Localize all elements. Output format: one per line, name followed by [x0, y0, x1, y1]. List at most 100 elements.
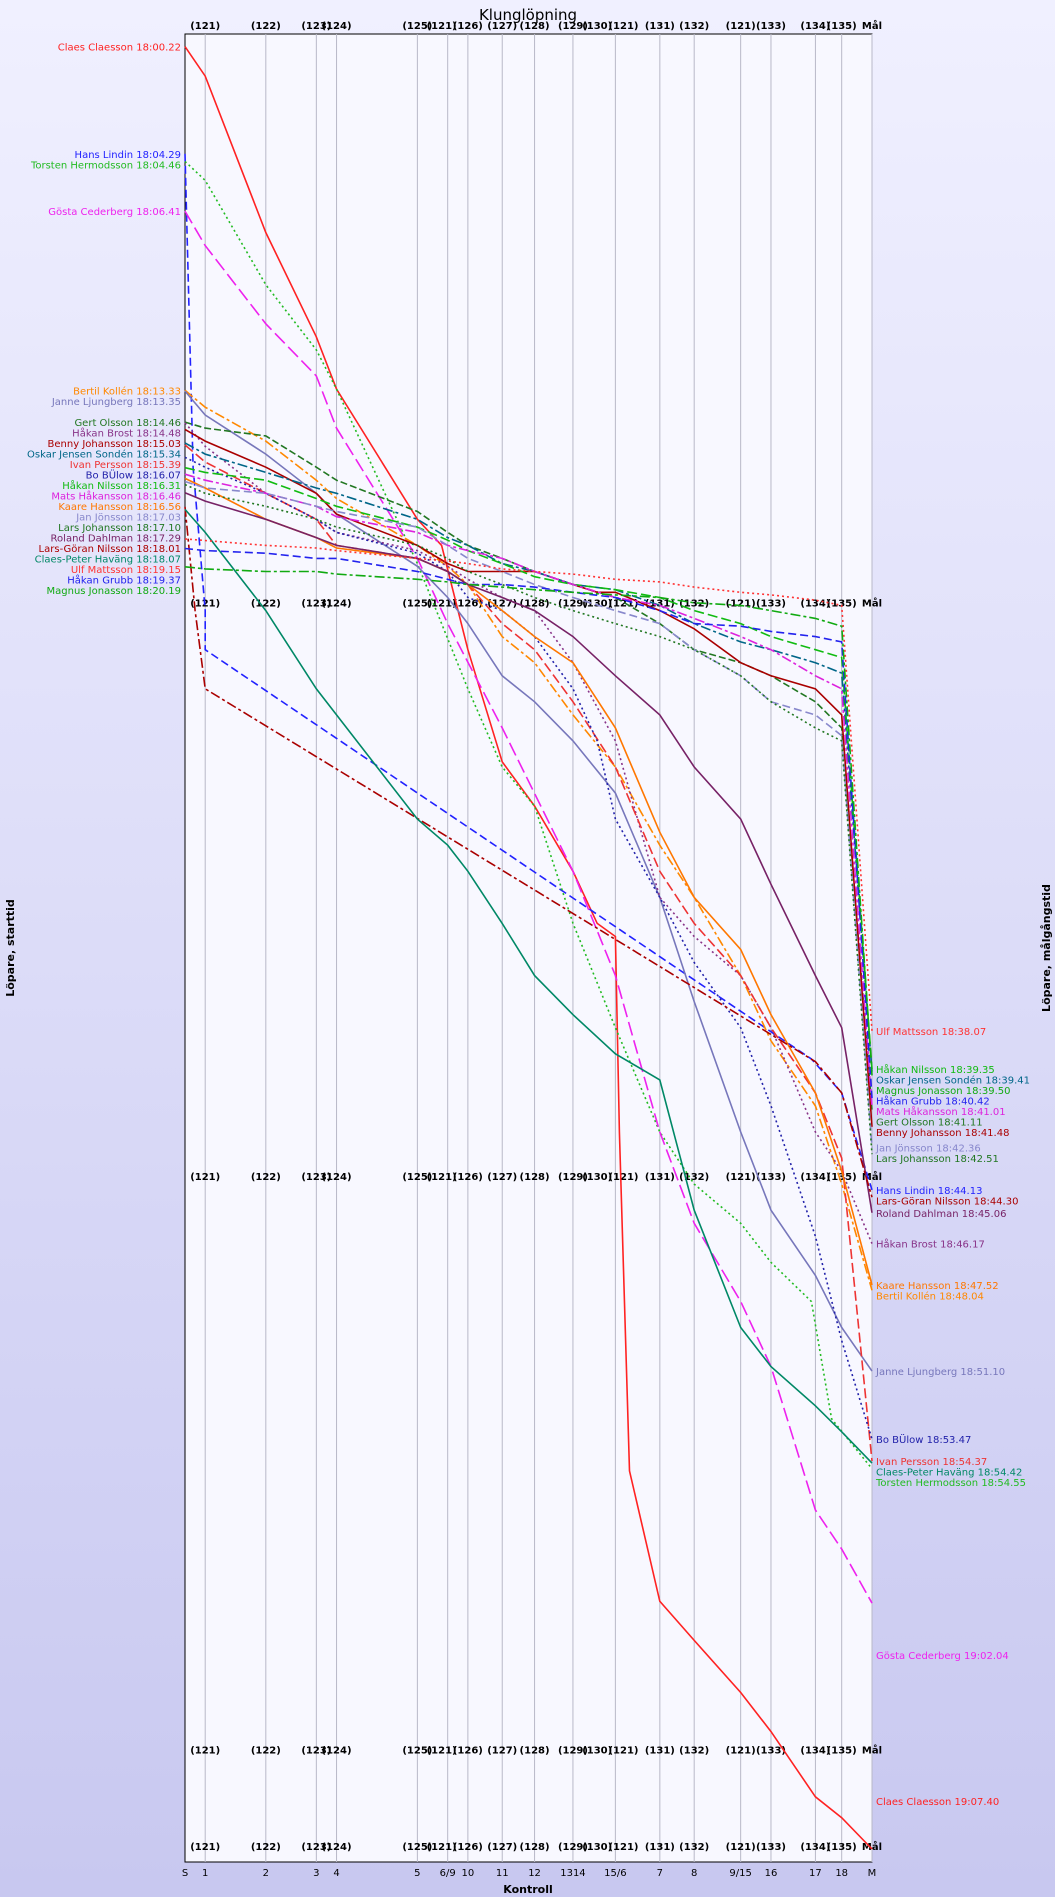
runner-lines [184, 46, 873, 1850]
runner-name: Håkan Brost [72, 427, 136, 440]
control-code: (125) [402, 1842, 432, 1853]
control-code: (132) [679, 599, 709, 610]
start-label: Jan Jönsson 18:17.03 [75, 513, 181, 524]
start-label: Mats Håkansson 18:16.46 [51, 490, 181, 503]
finish-time: 18:39.35 [950, 1065, 995, 1076]
control-code: (135) [827, 1842, 857, 1853]
control-code: (121) [427, 1842, 457, 1853]
finish-time: 18:42.36 [936, 1144, 981, 1155]
runner-name: Hans Lindin [75, 150, 137, 161]
finish-time: 18:48.04 [939, 1292, 984, 1303]
finish-label: Jan Jönsson 18:42.36 [875, 1144, 981, 1155]
control-code: (125) [402, 599, 432, 610]
runner-name: Claes Claesson [58, 43, 137, 54]
control-code: (124) [322, 1172, 352, 1183]
control-code: (126) [453, 599, 483, 610]
finish-time: 18:54.37 [943, 1457, 988, 1468]
control-code: (132) [679, 1842, 709, 1853]
runner-name: Bo BÜlow [876, 1433, 927, 1446]
runner-line [184, 389, 873, 1291]
control-code: (134) [800, 1172, 830, 1183]
start-time: 18:15.39 [136, 460, 181, 471]
runner-name: Håkan Grubb [67, 574, 136, 587]
finish-time: 18:51.10 [960, 1367, 1005, 1378]
finish-time: 18:39.41 [985, 1076, 1030, 1087]
control-code: (121) [608, 1842, 638, 1853]
control-code: (121) [608, 599, 638, 610]
finish-time: 18:44.30 [974, 1196, 1019, 1207]
finish-label: Lars-Göran Nilsson 18:44.30 [876, 1196, 1018, 1207]
runner-line [184, 566, 873, 1076]
start-time: 18:15.03 [136, 439, 181, 450]
runner-line [184, 160, 873, 1470]
runner-name: Ulf Mattsson [71, 565, 136, 576]
x-tick-label: 12 [528, 1868, 541, 1879]
control-code: (124) [322, 21, 352, 32]
control-code: (123) [301, 1842, 331, 1853]
start-time: 18:18.01 [136, 544, 181, 555]
runner-name: Jan Jönsson [75, 513, 136, 524]
finish-time: 18:41.01 [961, 1107, 1006, 1118]
x-tick-label: 17 [809, 1868, 822, 1879]
control-gridlines [204, 34, 873, 1862]
control-code: (122) [251, 599, 281, 610]
runner-name: Håkan Nilsson [876, 1063, 950, 1076]
control-code: (130) [582, 1172, 612, 1183]
control-code: (128) [520, 1746, 550, 1757]
control-code: (134) [800, 599, 830, 610]
start-time: 18:19.37 [136, 576, 181, 587]
finish-label: Hans Lindin 18:44.13 [876, 1186, 982, 1197]
finish-label: Roland Dahlman 18:45.06 [876, 1209, 1006, 1220]
runner-name: Torsten Hermodsson [875, 1478, 981, 1489]
control-code: (129) [558, 1842, 588, 1853]
x-tick-label: 5 [414, 1868, 420, 1879]
runner-name: Gösta Cederberg [48, 207, 136, 218]
start-time: 18:15.34 [136, 450, 181, 461]
runner-name: Janne Ljungberg [51, 397, 136, 408]
runner-name: Ivan Persson [70, 460, 137, 471]
control-code: (121) [726, 21, 756, 32]
start-label: Bertil Kollén 18:13.33 [73, 385, 181, 397]
finish-label: Claes Claesson 19:07.40 [876, 1797, 999, 1808]
runner-name: Håkan Nilsson [62, 479, 136, 492]
runner-name: Mats Håkansson [51, 490, 136, 503]
control-code: (126) [453, 1172, 483, 1183]
finish-label: Ivan Persson 18:54.37 [876, 1457, 987, 1468]
runner-line [184, 538, 873, 1031]
runner-name: Magnus Jonasson [876, 1086, 966, 1097]
finish-label: Bertil Kollén 18:48.04 [876, 1291, 984, 1303]
x-tick-label: 2 [263, 1868, 269, 1879]
control-code: (128) [520, 1172, 550, 1183]
start-time: 18:20.19 [136, 586, 181, 597]
x-tick-label: 16 [765, 1868, 778, 1879]
control-code: (128) [520, 1842, 550, 1853]
control-code: (135) [827, 1172, 857, 1183]
control-code: (127) [487, 1842, 517, 1853]
control-code: (128) [520, 21, 550, 32]
control-code: Mål [862, 19, 882, 32]
control-code: (126) [453, 1746, 483, 1757]
control-code: (133) [756, 1172, 786, 1183]
control-code: (132) [679, 1172, 709, 1183]
control-code: (122) [251, 1172, 281, 1183]
right-axis-label: Löpare, målgångstid [1040, 884, 1053, 1012]
finish-time: 18:42.51 [954, 1154, 999, 1165]
finish-time: 18:40.42 [945, 1097, 990, 1108]
start-label: Gösta Cederberg 18:06.41 [48, 207, 181, 218]
runner-name: Benny Johansson [48, 439, 137, 450]
runner-name: Mats Håkansson [876, 1105, 961, 1118]
control-code: (121) [726, 599, 756, 610]
control-code: (125) [402, 1746, 432, 1757]
runner-line [184, 506, 873, 1198]
finish-label: Håkan Brost 18:46.17 [876, 1238, 985, 1251]
start-label: Janne Ljungberg 18:13.35 [51, 397, 181, 408]
control-code: (134) [800, 21, 830, 32]
control-code: (132) [679, 21, 709, 32]
control-code: (131) [645, 1842, 675, 1853]
runner-name: Lars Johansson [58, 523, 136, 534]
x-tick-label: 11 [496, 1868, 509, 1879]
x-tick-label: 6/9 [440, 1868, 456, 1879]
control-code: (121) [726, 1746, 756, 1757]
start-label: Claes-Peter Haväng 18:18.07 [35, 555, 181, 566]
